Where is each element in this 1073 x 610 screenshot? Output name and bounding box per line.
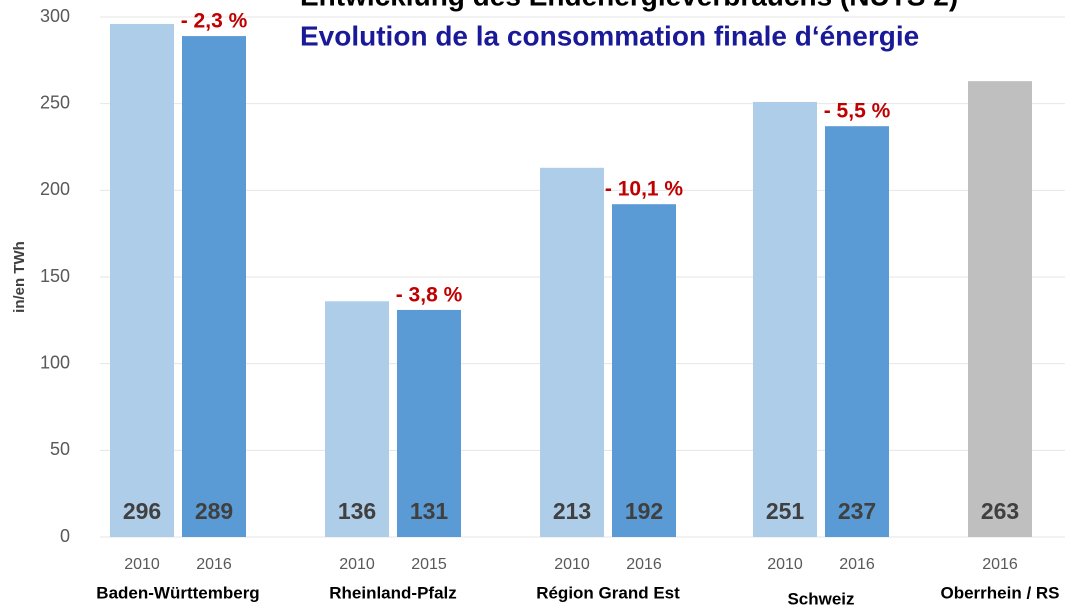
value-label: 289 — [195, 498, 233, 524]
value-label: 213 — [553, 498, 591, 524]
bar — [397, 309, 461, 537]
y-tick-label: 100 — [40, 352, 70, 372]
value-label: 136 — [338, 498, 376, 524]
bar — [968, 81, 1032, 537]
bar — [325, 301, 389, 537]
value-label: 192 — [625, 498, 663, 524]
x-tick-label: 2010 — [339, 556, 375, 573]
value-label: 263 — [981, 498, 1019, 524]
bar — [182, 36, 246, 538]
y-tick-label: 300 — [40, 6, 70, 26]
change-label: - 3,8 % — [396, 283, 463, 306]
value-label: 251 — [766, 498, 805, 524]
bar — [753, 101, 817, 537]
change-label: - 2,3 % — [181, 10, 248, 33]
bar — [540, 167, 604, 538]
y-tick-label: 0 — [60, 526, 70, 546]
bar — [612, 204, 676, 537]
y-tick-label: 150 — [40, 266, 70, 286]
value-label: 296 — [123, 498, 161, 524]
group-label: Région Grand Est — [536, 583, 680, 602]
y-tick-label: 50 — [50, 439, 70, 459]
group-label: Schweiz — [787, 589, 854, 608]
x-tick-label: 2015 — [411, 556, 447, 573]
group-label: Oberrhein / RS — [940, 583, 1059, 602]
chart-subtitle: Evolution de la consommation finale d‘én… — [300, 20, 919, 51]
bar — [110, 23, 174, 537]
x-tick-label: 2016 — [196, 556, 232, 573]
group-label: Baden-Württemberg — [96, 583, 259, 602]
y-axis-label: in/en TWh — [11, 241, 28, 313]
y-tick-label: 250 — [40, 92, 70, 112]
change-label: - 10,1 % — [605, 178, 684, 201]
group-label: Rheinland-Pfalz — [329, 583, 457, 602]
x-tick-label: 2016 — [626, 556, 662, 573]
x-tick-label: 2010 — [554, 556, 590, 573]
change-label: - 5,5 % — [824, 100, 891, 123]
bar — [825, 126, 889, 537]
x-tick-label: 2016 — [839, 556, 875, 573]
x-tick-label: 2016 — [982, 556, 1018, 573]
chart-title: Entwicklung des Endenergieverbrauchs (NU… — [300, 0, 958, 11]
y-tick-label: 200 — [40, 179, 70, 199]
x-tick-label: 2010 — [124, 556, 160, 573]
x-tick-label: 2010 — [767, 556, 803, 573]
value-label: 131 — [410, 498, 449, 524]
value-label: 237 — [838, 498, 876, 524]
